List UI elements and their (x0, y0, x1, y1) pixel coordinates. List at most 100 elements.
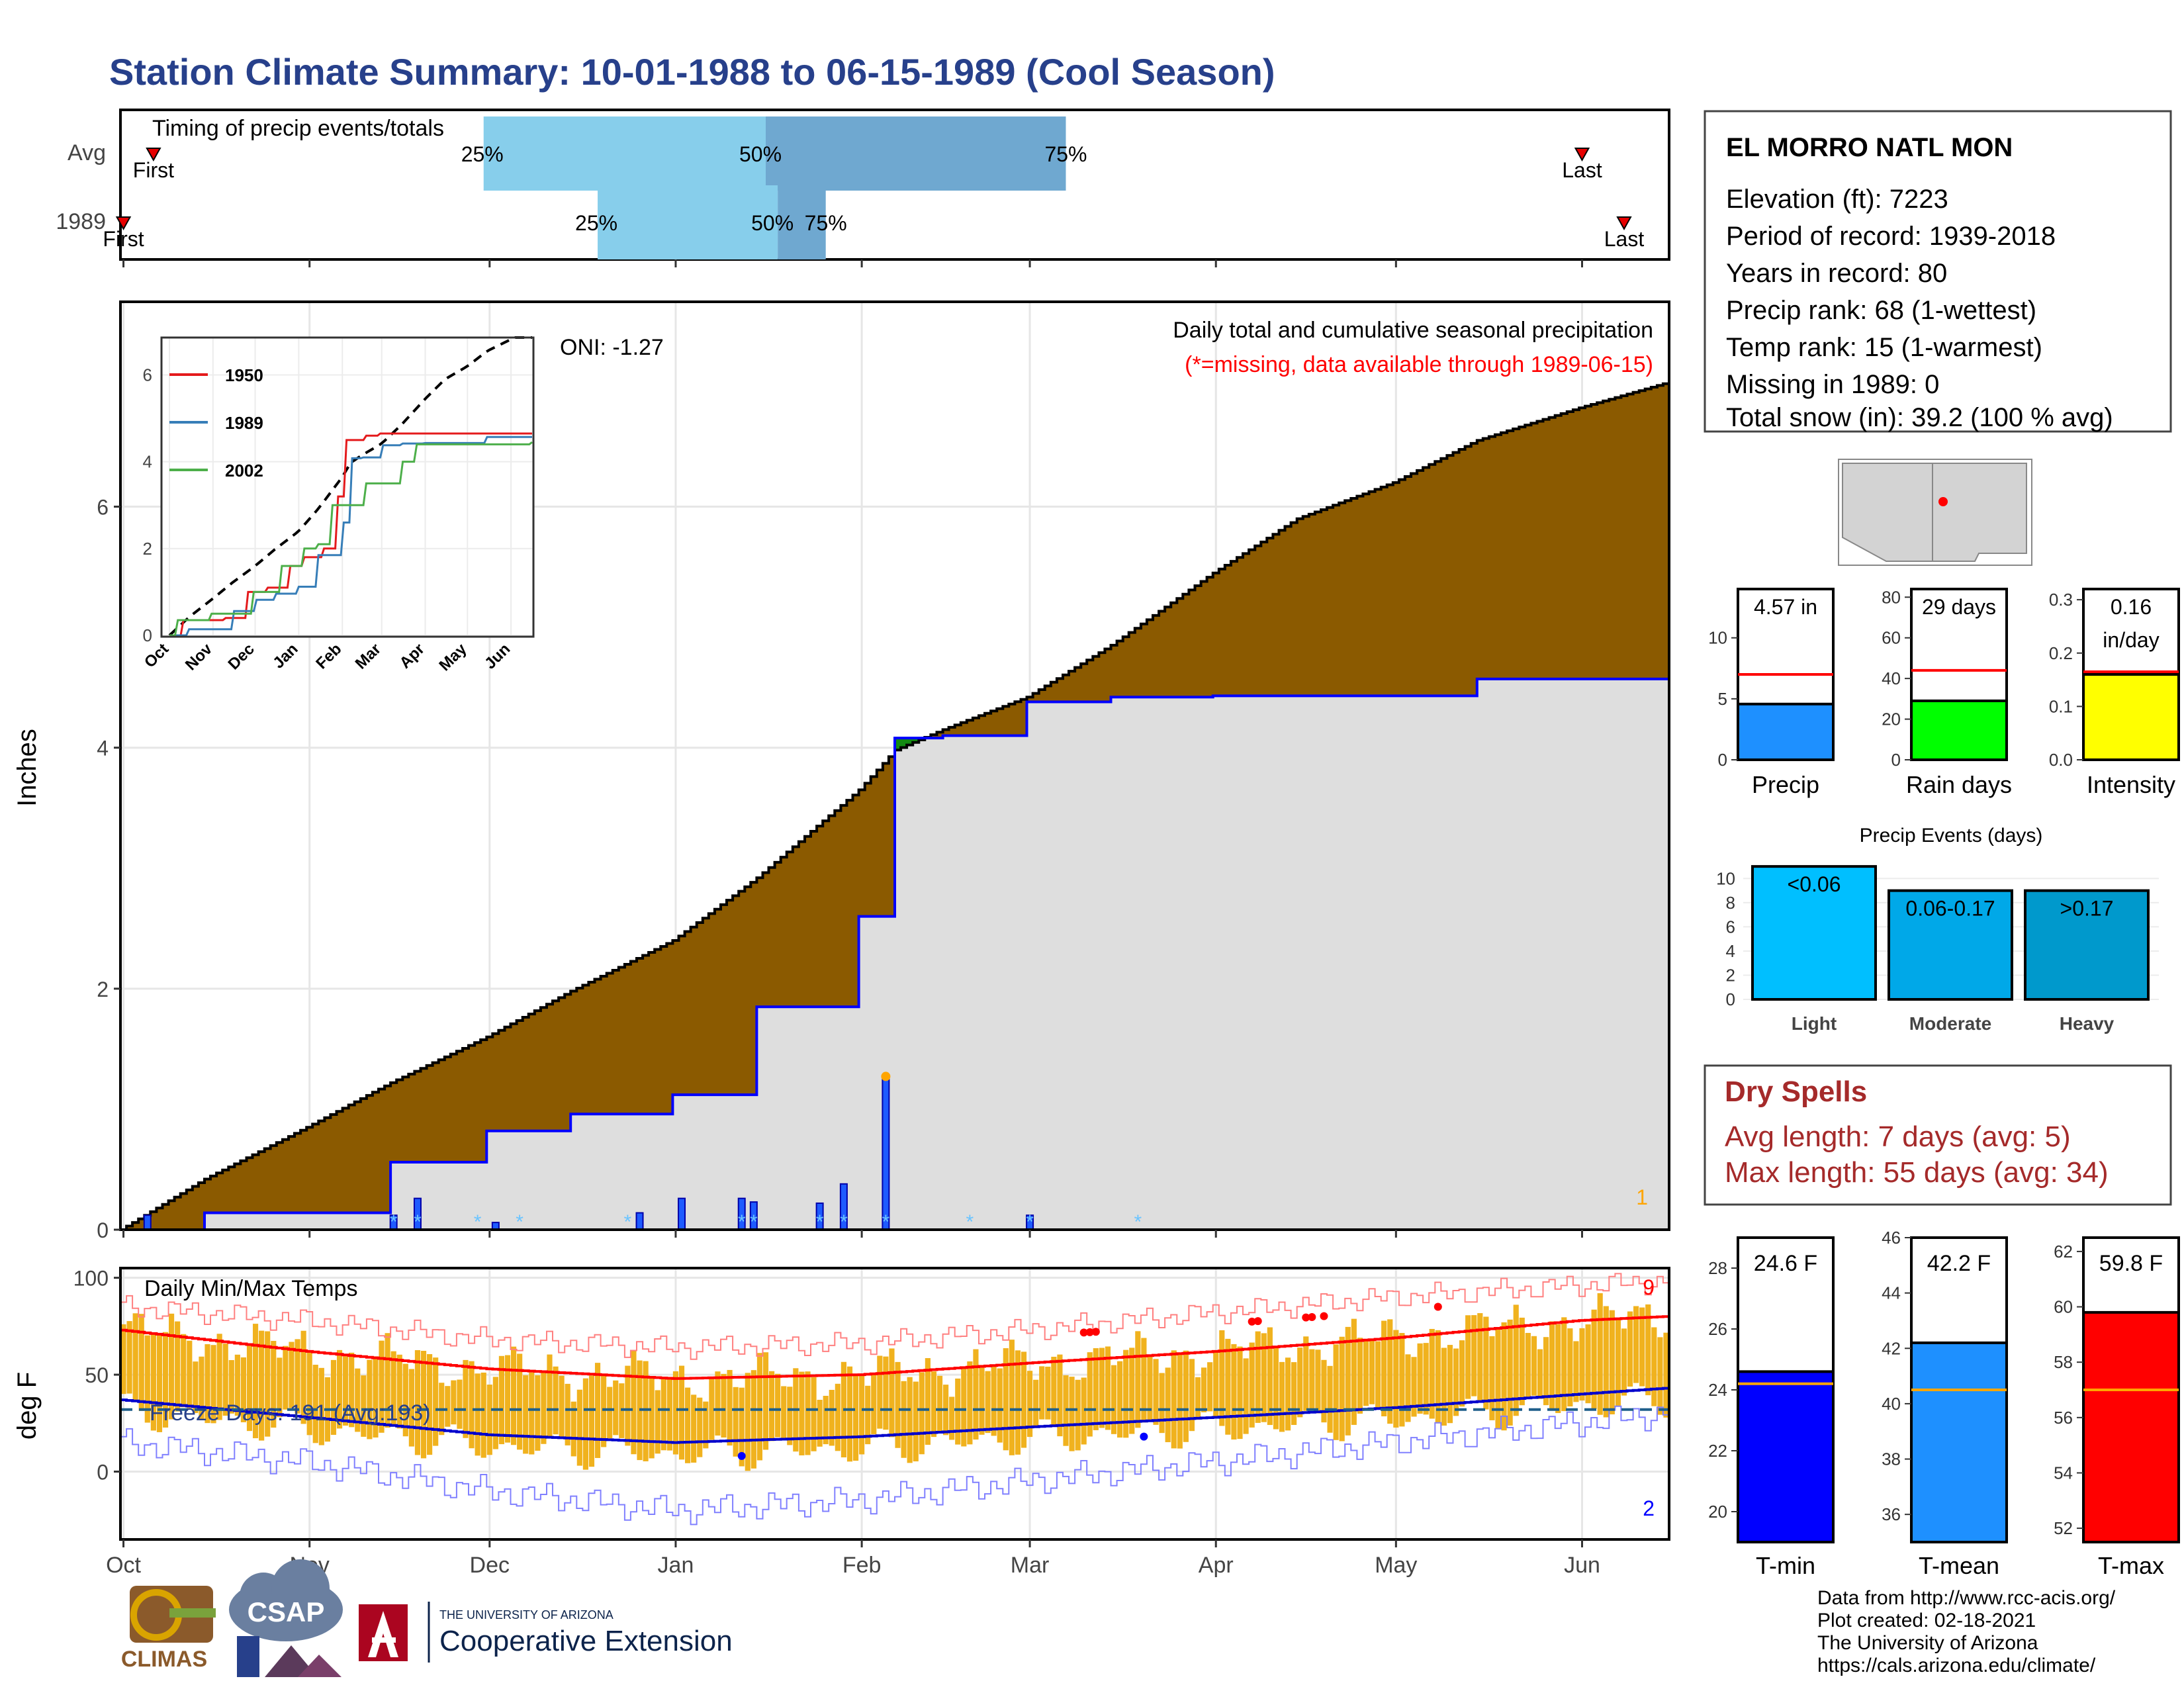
mini-bar-ytick-label: 80 (1882, 587, 1901, 607)
daily-temp-range-bar (1537, 1349, 1543, 1399)
timing-p25-label: 25% (575, 211, 617, 235)
daily-temp-range-bar (570, 1401, 576, 1457)
avg-min-line (120, 1387, 1669, 1444)
location-map (1838, 459, 2032, 566)
daily-temp-range-bar (1303, 1336, 1309, 1411)
temp-summary-bars: 24.6 F T-min 20 22 24 26 28 42.2 F T-mean 36 38 40 4… (1708, 1228, 2180, 1579)
timing-p25-label: 25% (461, 142, 504, 166)
max-precip-marker (881, 1072, 891, 1081)
daily-temp-range-bar (751, 1370, 756, 1469)
daily-temp-range-bar (588, 1375, 595, 1467)
temps-ylabel: deg F (13, 1372, 42, 1440)
daily-precip-bar (143, 1214, 152, 1230)
inset-ytick-label: 0 (143, 625, 152, 645)
daily-temp-range-bar (336, 1349, 343, 1429)
daily-temp-range-bar (1501, 1322, 1507, 1431)
daily-temp-range-bar (756, 1353, 763, 1461)
daily-temp-range-bar (1026, 1371, 1033, 1438)
daily-temp-range-bar (1285, 1357, 1291, 1431)
daily-temp-range-bar (1459, 1340, 1465, 1407)
last-event-marker (1616, 216, 1632, 231)
daily-temp-range-bar (252, 1324, 259, 1439)
daily-temp-range-bar (277, 1357, 283, 1418)
daily-temp-range-bar (1057, 1354, 1063, 1437)
daily-temp-range-bar (649, 1376, 655, 1459)
daily-temp-range-bar (295, 1339, 300, 1414)
mini-bar-label: Rain days (1906, 771, 2012, 798)
ua-logo: THE UNIVERSITY OF ARIZONA Cooperative Ex… (359, 1602, 733, 1663)
daily-temp-range-bar (1453, 1348, 1459, 1416)
daily-temp-range-bar (594, 1363, 601, 1458)
daily-temp-range-bar (1159, 1373, 1165, 1434)
dry-spells-avg: Avg length: 7 days (avg: 5) (1725, 1120, 2071, 1153)
daily-temp-range-bar (1033, 1379, 1039, 1426)
mini-bar-value-unit: in/day (2103, 628, 2159, 652)
daily-temp-range-bar (1255, 1331, 1261, 1423)
snow-marker: * (750, 1211, 758, 1233)
snow-marker: * (966, 1211, 974, 1233)
cold-days-count: 2 (1643, 1496, 1655, 1520)
cumulative-1989-line (120, 677, 1669, 1231)
daily-temp-range-bar (210, 1345, 216, 1424)
daily-temp-range-bar (1039, 1366, 1045, 1420)
daily-temp-range-bar (1117, 1361, 1123, 1438)
daily-temp-range-bar (1585, 1324, 1591, 1404)
daily-temp-range-bar (1105, 1346, 1111, 1430)
info-line-precip-rank: Precip rank: 68 (1-wettest) (1726, 296, 2036, 325)
daily-temp-range-bar (1507, 1319, 1513, 1426)
daily-temp-range-bar (1003, 1348, 1009, 1451)
daily-temp-range-bar (1561, 1317, 1567, 1412)
hot-days-count: 9 (1643, 1275, 1655, 1299)
temp-bar-ytick-label: 24 (1708, 1380, 1727, 1400)
daily-temp-range-bar (643, 1361, 649, 1461)
temp-bar-ytick-label: 20 (1708, 1502, 1727, 1522)
inset-series-1950 (169, 432, 532, 637)
daily-temp-range-bar (1435, 1330, 1441, 1424)
events-ytick-label: 2 (1726, 965, 1735, 985)
daily-temp-range-bar (565, 1383, 570, 1445)
daily-temp-range-bar (228, 1360, 234, 1414)
daily-temp-range-bar (1237, 1346, 1243, 1440)
daily-temp-range-bar (475, 1373, 480, 1456)
daily-temp-range-bar (955, 1378, 961, 1445)
daily-temp-range-bar (162, 1332, 169, 1428)
credit-line-1: Data from http://www.rcc-acis.org/ (1817, 1587, 2116, 1609)
daily-temp-range-bar (1387, 1319, 1393, 1424)
dry-spells-title: Dry Spells (1725, 1075, 1867, 1108)
daily-temp-range-bar (1249, 1342, 1255, 1428)
daily-temp-range-bar (529, 1372, 535, 1455)
daily-temp-range-bar (451, 1380, 457, 1425)
daily-temp-range-bar (1519, 1317, 1525, 1406)
precip-annotation-missing: (*=missing, data available through 1989-… (1185, 352, 1653, 377)
daily-temp-range-bar (1483, 1316, 1489, 1410)
inset-series-2002 (169, 441, 533, 637)
daily-temp-range-bar (601, 1375, 607, 1447)
last-event-marker (1574, 148, 1590, 162)
daily-temp-range-bar (727, 1369, 733, 1446)
event-bar-range: <0.06 (1788, 872, 1841, 896)
oni-label: ONI: -1.27 (560, 335, 664, 360)
daily-temp-range-bar (865, 1385, 871, 1445)
daily-temp-range-bar (655, 1390, 660, 1454)
daily-temp-range-bar (1633, 1306, 1639, 1383)
record-high-marker (1085, 1328, 1094, 1336)
daily-temp-range-bar (625, 1365, 631, 1446)
inset-legend-label: 1950 (225, 365, 263, 385)
timing-row-avg-name: Avg (68, 140, 106, 165)
temp-bar-ytick-label: 44 (1882, 1283, 1901, 1303)
daily-temp-range-bar (936, 1375, 943, 1434)
daily-temp-range-bar (1183, 1350, 1189, 1442)
daily-temp-range-bar (1141, 1338, 1147, 1423)
climas-logo-text: CLIMAS (121, 1647, 207, 1672)
event-bar (1751, 865, 1877, 1001)
daily-temp-range-bar (721, 1373, 727, 1438)
daily-temp-range-bar (1399, 1333, 1405, 1427)
daily-temp-range-bar (931, 1371, 937, 1438)
daily-temp-range-bar (1591, 1309, 1597, 1409)
daily-temp-range-bar (685, 1387, 691, 1463)
daily-temp-range-bar (396, 1354, 402, 1429)
daily-temp-range-bar (469, 1361, 475, 1449)
record-high-marker (1308, 1312, 1316, 1321)
daily-temp-range-bar (330, 1359, 337, 1435)
event-bar (2024, 889, 2150, 1001)
